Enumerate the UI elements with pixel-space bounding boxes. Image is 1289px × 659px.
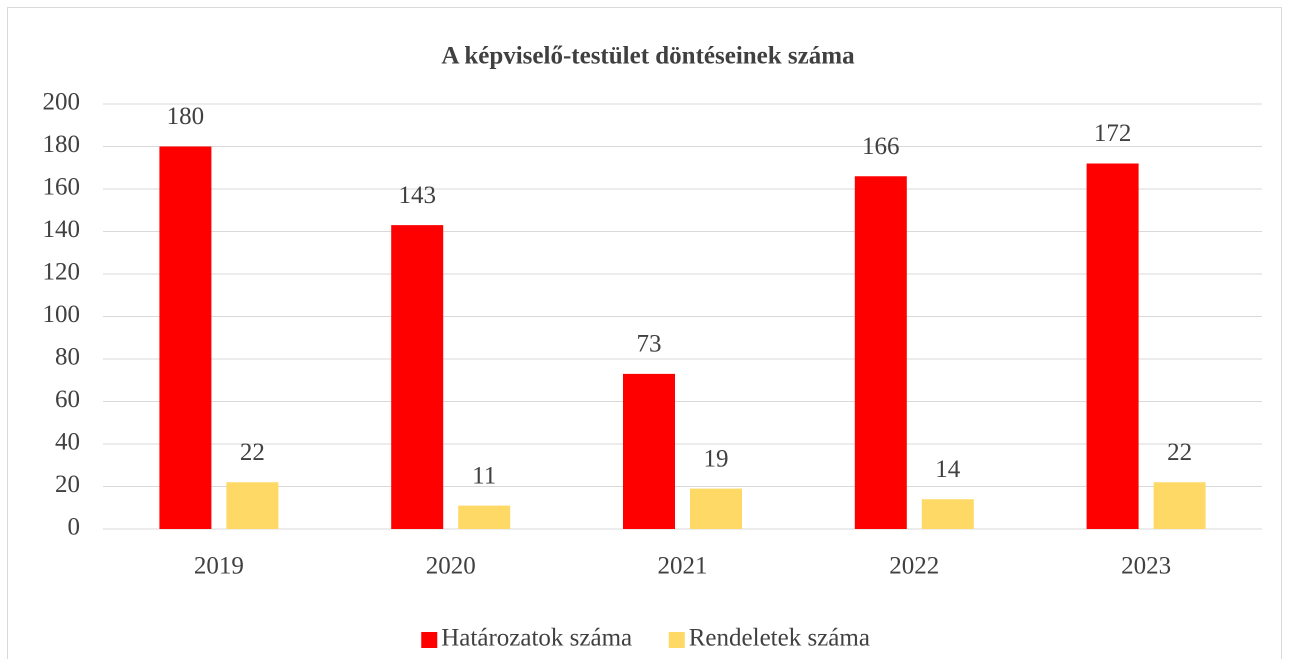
bar [623,373,675,529]
y-tick-label: 80 [55,344,80,371]
x-tick-label: 2021 [658,553,708,580]
bar [921,499,974,529]
data-label: 22 [1167,439,1192,466]
x-tick-label: 2023 [1121,553,1171,580]
data-label: 166 [862,133,900,160]
bar [458,505,511,529]
bar [854,176,907,529]
bar [1086,163,1139,529]
y-tick-label: 180 [43,131,81,158]
x-tick-label: 2019 [194,553,244,580]
legend-swatch [421,632,438,648]
y-tick-label: 120 [43,259,81,286]
bar [159,146,212,529]
data-label: 73 [637,331,662,358]
bar [226,482,279,529]
data-label: 172 [1094,120,1132,147]
bar [391,225,444,529]
y-tick-label: 20 [55,471,80,498]
legend-label: Rendeletek száma [689,625,870,652]
y-tick-label: 200 [43,89,81,116]
data-label: 11 [472,462,496,489]
y-tick-label: 60 [55,386,80,413]
chart-title: A képviselő-testület döntéseinek száma [441,43,855,70]
legend-label: Határozatok száma [441,625,632,652]
legend-swatch [668,632,685,648]
y-tick-label: 0 [68,514,81,541]
y-tick-label: 40 [55,429,80,456]
bar [1153,482,1206,529]
y-tick-label: 100 [43,301,81,328]
y-tick-label: 160 [43,174,81,201]
y-tick-label: 140 [43,216,81,243]
data-label: 14 [935,456,961,483]
data-label: 180 [167,103,205,130]
data-label: 19 [704,445,729,472]
x-tick-label: 2022 [889,553,939,580]
x-tick-label: 2020 [426,553,476,580]
bar [690,488,742,529]
chart-border [7,7,1282,659]
data-label: 143 [398,182,436,209]
data-label: 22 [240,439,265,466]
